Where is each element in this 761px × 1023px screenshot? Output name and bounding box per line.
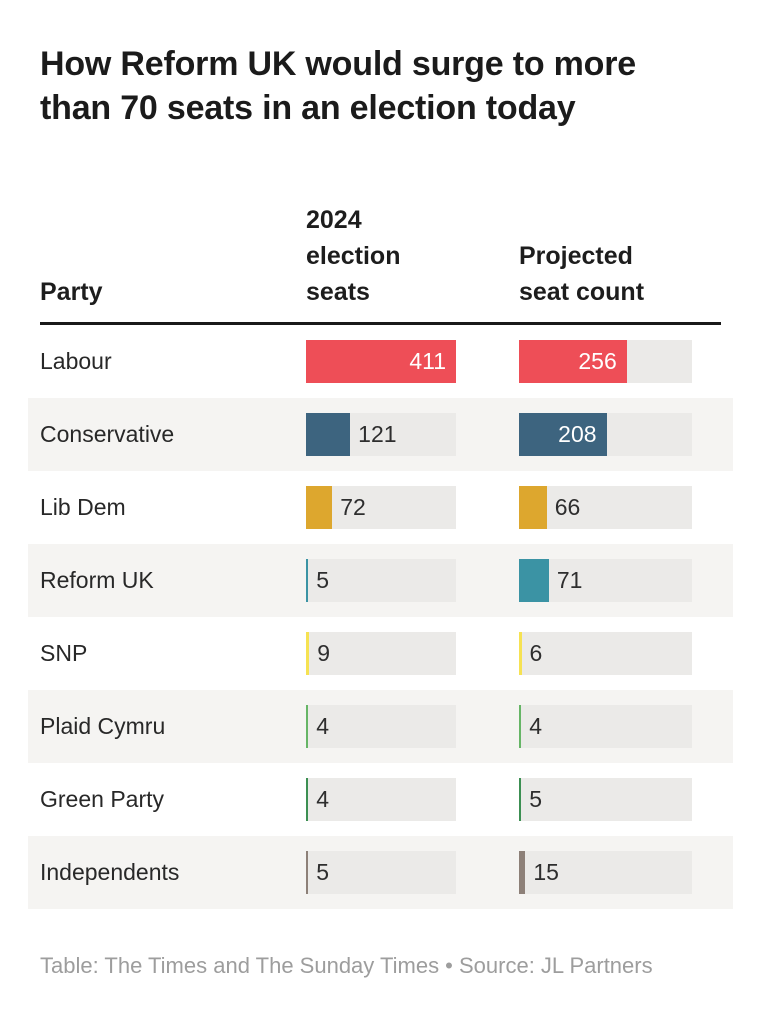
table-row: SNP 9 6 bbox=[0, 617, 761, 690]
bar-projected-seats bbox=[519, 486, 547, 529]
bar-value: 4 bbox=[529, 713, 542, 739]
bar-2024-seats bbox=[306, 778, 309, 821]
bar-projected-seats bbox=[519, 851, 526, 894]
table-row: Reform UK 5 71 bbox=[0, 544, 761, 617]
bar-track: 15 bbox=[519, 851, 692, 894]
bar-track: 4 bbox=[519, 705, 692, 748]
bar-track: 4 bbox=[306, 778, 456, 821]
bar-value: 5 bbox=[316, 859, 329, 885]
bar-track: 411 bbox=[306, 340, 456, 383]
bar-track: 72 bbox=[306, 486, 456, 529]
bar-2024-seats bbox=[306, 851, 309, 894]
bar-track: 208 bbox=[519, 413, 692, 456]
header-2024-election-seats: 2024 election seats bbox=[306, 206, 401, 306]
bar-2024-seats bbox=[306, 559, 309, 602]
bar-value: 411 bbox=[409, 348, 446, 374]
bar-track: 121 bbox=[306, 413, 456, 456]
table-row: Plaid Cymru 4 4 bbox=[0, 690, 761, 763]
bar-2024-seats: 411 bbox=[306, 340, 456, 383]
bar-2024-seats bbox=[306, 413, 351, 456]
bar-2024-seats bbox=[306, 632, 310, 675]
bar-2024-seats bbox=[306, 705, 309, 748]
party-label: Labour bbox=[40, 348, 112, 374]
footer-credit: Table: The Times and The Sunday Times • … bbox=[40, 953, 653, 978]
bar-value: 15 bbox=[533, 859, 559, 885]
bar-value: 66 bbox=[554, 494, 581, 520]
header-divider bbox=[40, 322, 721, 325]
bar-projected-seats bbox=[519, 632, 522, 675]
bar-value: 71 bbox=[556, 567, 583, 593]
bar-value: 4 bbox=[316, 786, 329, 812]
bar-projected-seats bbox=[519, 559, 549, 602]
party-label: Lib Dem bbox=[40, 494, 126, 520]
bar-projected-seats bbox=[519, 778, 522, 821]
bar-value: 121 bbox=[358, 421, 397, 447]
bar-value: 6 bbox=[529, 640, 543, 666]
bar-projected-seats bbox=[519, 705, 522, 748]
header-projected-seat-count: Projected seat count bbox=[519, 242, 645, 306]
chart-title: How Reform UK would surge to more than 7… bbox=[40, 45, 636, 127]
bar-track: 5 bbox=[519, 778, 692, 821]
table-body: Labour 411 256 Conservative 121 208 Lib Dem 72 6… bbox=[0, 325, 761, 909]
bar-track: 4 bbox=[306, 705, 456, 748]
bar-track: 9 bbox=[306, 632, 456, 675]
bar-value: 5 bbox=[529, 786, 542, 812]
table-row: Conservative 121 208 bbox=[0, 398, 761, 471]
table-row: Green Party 4 5 bbox=[0, 763, 761, 836]
bar-2024-seats bbox=[306, 486, 333, 529]
table-row: Lib Dem 72 66 bbox=[0, 471, 761, 544]
bar-value: 4 bbox=[316, 713, 329, 739]
bar-value: 208 bbox=[558, 421, 597, 447]
bar-track: 5 bbox=[306, 851, 456, 894]
bar-track: 6 bbox=[519, 632, 692, 675]
bar-value: 5 bbox=[316, 567, 329, 593]
party-label: Conservative bbox=[40, 421, 175, 447]
bar-value: 256 bbox=[578, 348, 617, 374]
header-party: Party bbox=[40, 278, 103, 306]
bar-track: 71 bbox=[519, 559, 692, 602]
table-row: Independents 5 15 bbox=[0, 836, 761, 909]
bar-value: 9 bbox=[317, 640, 331, 666]
bar-value: 72 bbox=[340, 494, 366, 520]
bar-projected-seats: 208 bbox=[519, 413, 607, 456]
bar-track: 256 bbox=[519, 340, 692, 383]
bar-track: 66 bbox=[519, 486, 692, 529]
bar-track: 5 bbox=[306, 559, 456, 602]
bar-projected-seats: 256 bbox=[519, 340, 627, 383]
party-label: Plaid Cymru bbox=[40, 713, 166, 739]
party-label: Independents bbox=[40, 859, 180, 885]
party-label: Reform UK bbox=[40, 567, 154, 593]
party-label: SNP bbox=[40, 640, 88, 666]
party-label: Green Party bbox=[40, 786, 164, 812]
table-header: Party 2024 election seats Projected seat… bbox=[40, 186, 721, 310]
table-row: Labour 411 256 bbox=[0, 325, 761, 398]
